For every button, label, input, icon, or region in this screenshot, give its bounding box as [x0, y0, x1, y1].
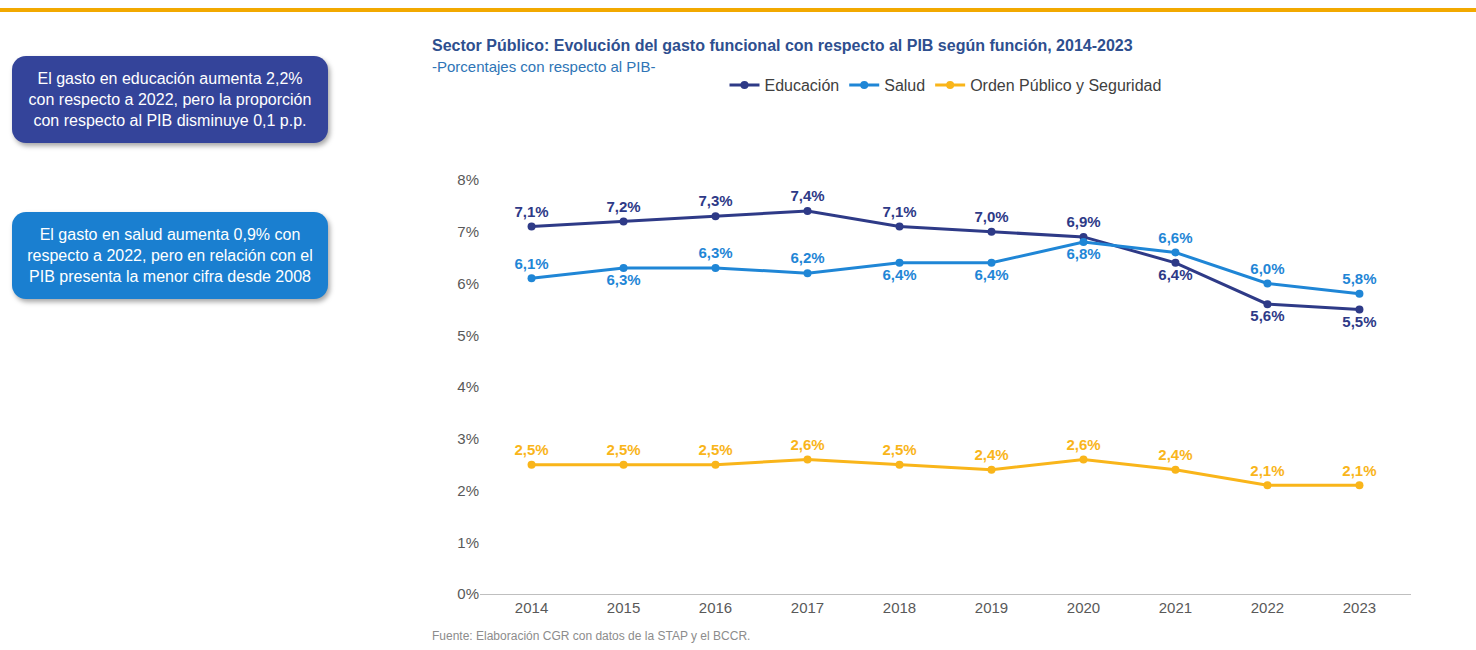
svg-text:2015: 2015: [607, 599, 640, 616]
svg-text:1%: 1%: [457, 534, 479, 551]
svg-text:2,1%: 2,1%: [1250, 462, 1284, 479]
svg-text:2016: 2016: [699, 599, 732, 616]
svg-text:7,1%: 7,1%: [882, 203, 916, 220]
svg-text:2017: 2017: [791, 599, 824, 616]
svg-text:0%: 0%: [457, 585, 479, 602]
svg-text:2021: 2021: [1159, 599, 1192, 616]
svg-text:2%: 2%: [457, 482, 479, 499]
svg-text:2,6%: 2,6%: [1066, 436, 1100, 453]
svg-text:6,3%: 6,3%: [698, 244, 732, 261]
svg-text:2014: 2014: [515, 599, 548, 616]
svg-text:5,5%: 5,5%: [1342, 313, 1376, 330]
svg-text:2,4%: 2,4%: [974, 446, 1008, 463]
svg-text:2022: 2022: [1251, 599, 1284, 616]
svg-text:5%: 5%: [457, 327, 479, 344]
svg-text:6,4%: 6,4%: [882, 266, 916, 283]
svg-text:Sector Público: Evolución del: Sector Público: Evolución del gasto func…: [432, 37, 1133, 54]
svg-text:2,5%: 2,5%: [882, 441, 916, 458]
html-text:El gasto en educación aumenta: El gasto en educación aumenta 2,2% con r…: [28, 70, 312, 129]
svg-text:2018: 2018: [883, 599, 916, 616]
svg-text:6,3%: 6,3%: [606, 271, 640, 288]
svg-text:6,2%: 6,2%: [790, 249, 824, 266]
html-text:El gasto en salud aumenta 0,9%: El gasto en salud aumenta 0,9% con respe…: [27, 226, 313, 285]
svg-text:6,4%: 6,4%: [974, 266, 1008, 283]
svg-text:7,2%: 7,2%: [606, 198, 640, 215]
svg-text:7,1%: 7,1%: [514, 203, 548, 220]
svg-text:6%: 6%: [457, 275, 479, 292]
svg-text:2,1%: 2,1%: [1342, 462, 1376, 479]
svg-text:7%: 7%: [457, 223, 479, 240]
svg-text:5,6%: 5,6%: [1250, 307, 1284, 324]
svg-text:7,0%: 7,0%: [974, 208, 1008, 225]
svg-text:Educación: Educación: [765, 77, 840, 94]
svg-text:Fuente: Elaboración CGR con da: Fuente: Elaboración CGR con datos de la …: [432, 629, 750, 643]
svg-text:2,5%: 2,5%: [514, 441, 548, 458]
svg-text:2019: 2019: [975, 599, 1008, 616]
svg-text:8%: 8%: [457, 171, 479, 188]
svg-text:2,4%: 2,4%: [1158, 446, 1192, 463]
svg-text:2,5%: 2,5%: [606, 441, 640, 458]
svg-text:6,1%: 6,1%: [514, 255, 548, 272]
svg-text:2,6%: 2,6%: [790, 436, 824, 453]
svg-text:6,9%: 6,9%: [1066, 213, 1100, 230]
svg-text:4%: 4%: [457, 378, 479, 395]
svg-text:2020: 2020: [1067, 599, 1100, 616]
svg-text:Orden Público y Seguridad: Orden Público y Seguridad: [970, 77, 1161, 94]
svg-text:6,0%: 6,0%: [1250, 260, 1284, 277]
svg-text:2,5%: 2,5%: [698, 441, 732, 458]
svg-text:5,8%: 5,8%: [1342, 270, 1376, 287]
svg-text:2023: 2023: [1343, 599, 1376, 616]
svg-text:6,4%: 6,4%: [1158, 266, 1192, 283]
svg-text:7,3%: 7,3%: [698, 192, 732, 209]
svg-text:6,8%: 6,8%: [1066, 245, 1100, 262]
svg-text:-Porcentajes con respecto al P: -Porcentajes con respecto al PIB-: [432, 58, 655, 75]
svg-text:7,4%: 7,4%: [790, 187, 824, 204]
svg-text:Salud: Salud: [884, 77, 925, 94]
svg-text:3%: 3%: [457, 430, 479, 447]
svg-text:6,6%: 6,6%: [1158, 229, 1192, 246]
